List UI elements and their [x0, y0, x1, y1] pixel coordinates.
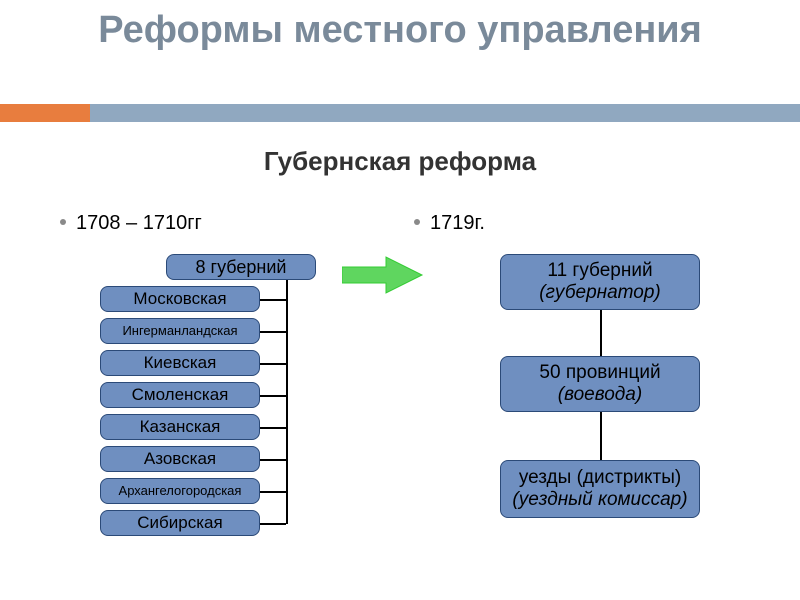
guberniya-box: Ингерманландская [100, 318, 260, 344]
guberniya-box: Московская [100, 286, 260, 312]
guberniya-box: Киевская [100, 350, 260, 376]
left-period: 1708 – 1710гг [60, 212, 202, 235]
right-level-main: 50 провинций [501, 362, 699, 384]
left-period-text: 1708 – 1710гг [76, 212, 202, 234]
left-root-label: 8 губерний [167, 257, 315, 278]
guberniya-label: Азовская [101, 449, 259, 469]
right-level-sub: (уездный комиссар) [501, 489, 699, 511]
right-level-box: 11 губерний(губернатор) [500, 254, 700, 310]
connector-line [260, 299, 286, 301]
right-period-text: 1719г. [430, 212, 485, 234]
right-level-main: 11 губерний [501, 260, 699, 282]
connector-line [260, 523, 286, 525]
guberniya-label: Казанская [101, 417, 259, 437]
arrow-icon [342, 255, 432, 306]
right-level-box: уезды (дистрикты)(уездный комиссар) [500, 460, 700, 518]
guberniya-box: Казанская [100, 414, 260, 440]
right-level-sub: (воевода) [501, 384, 699, 406]
guberniya-label: Архангелогородская [101, 484, 259, 499]
connector-line [260, 363, 286, 365]
connector-line [260, 395, 286, 397]
guberniya-label: Сибирская [101, 513, 259, 533]
right-level-box: 50 провинций(воевода) [500, 356, 700, 412]
connector-line [600, 310, 602, 356]
guberniya-label: Киевская [101, 353, 259, 373]
bullet-icon [60, 219, 66, 225]
right-level-main: уезды (дистрикты) [501, 467, 699, 489]
page-title: Реформы местного управления [0, 0, 800, 52]
left-root-box: 8 губерний [166, 254, 316, 280]
bullet-icon [414, 219, 420, 225]
guberniya-label: Ингерманландская [101, 324, 259, 339]
connector-line [260, 331, 286, 333]
accent-bar-right [90, 104, 800, 122]
guberniya-box: Смоленская [100, 382, 260, 408]
guberniya-box: Сибирская [100, 510, 260, 536]
connector-line [260, 427, 286, 429]
guberniya-label: Смоленская [101, 385, 259, 405]
connector-line [600, 412, 602, 460]
guberniya-box: Архангелогородская [100, 478, 260, 504]
connector-line [286, 280, 288, 524]
subtitle: Губернская реформа [0, 146, 800, 177]
guberniya-box: Азовская [100, 446, 260, 472]
accent-bar [0, 104, 800, 122]
accent-bar-left [0, 104, 90, 122]
connector-line [260, 491, 286, 493]
connector-line [260, 459, 286, 461]
right-period: 1719г. [414, 212, 485, 235]
guberniya-label: Московская [101, 289, 259, 309]
right-level-sub: (губернатор) [501, 282, 699, 304]
